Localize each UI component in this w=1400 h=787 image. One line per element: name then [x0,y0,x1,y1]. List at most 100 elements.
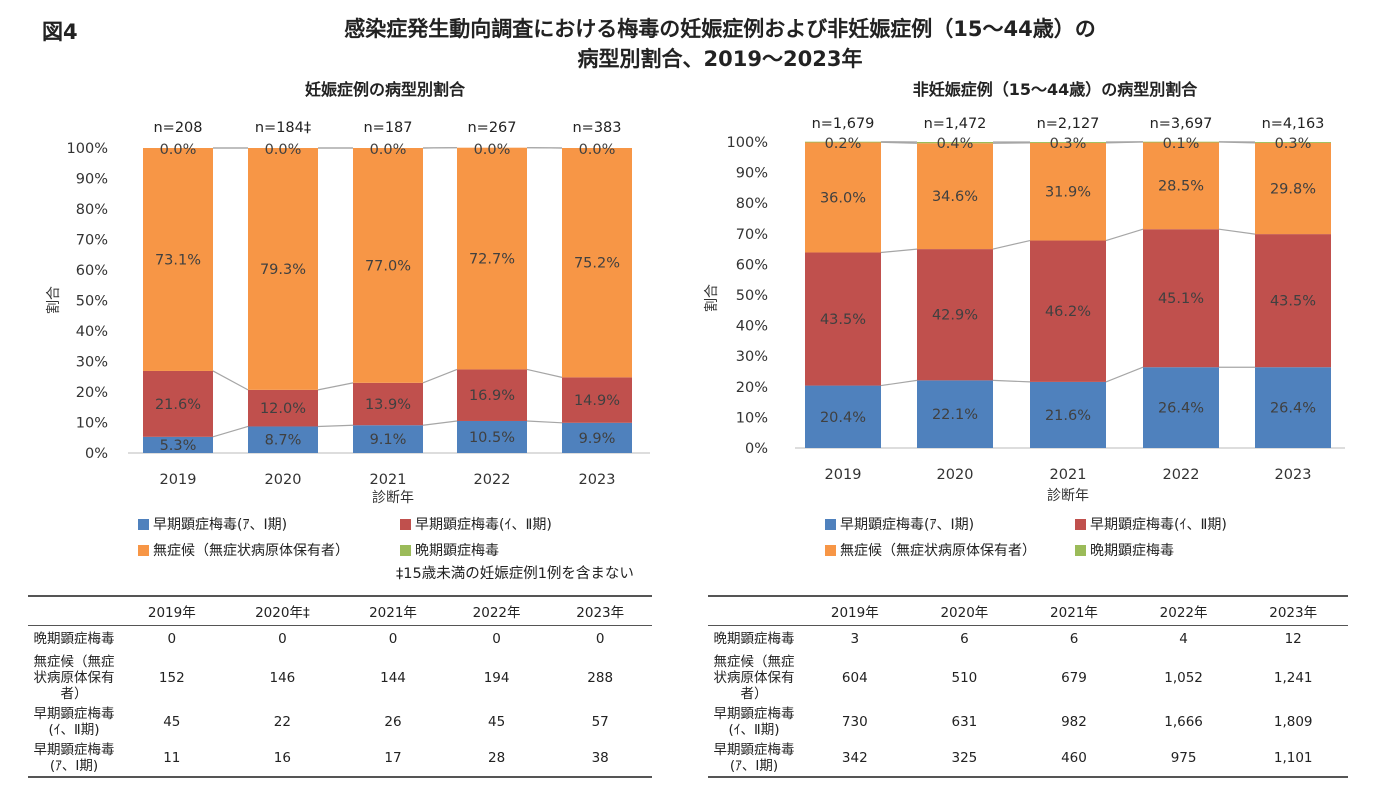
data-label: 73.1% [155,252,201,268]
table-row: 無症候（無症状病原体保有者） 152 146 144 194 288 [28,652,652,704]
data-label: 5.3% [160,438,197,454]
data-label: 42.9% [932,308,978,324]
table-cell: 28 [488,749,506,766]
column-header: 2023年 [1238,596,1348,626]
data-label: 13.9% [365,397,411,413]
table-cell: 152 [158,669,185,686]
x-tick-label: 2020 [937,467,974,483]
y-tick-label: 30% [76,355,108,371]
legend-item-asymptomatic: 無症候（無症状病原体保有者） [825,540,1036,560]
series-connector-line [212,425,249,438]
table-cell: 38 [591,749,609,766]
n-label: n=208 [153,120,202,136]
series-connector-line [526,368,563,378]
row-label: 早期顕症梅毒(ｲ、Ⅱ期) [713,705,795,738]
data-label: 9.1% [370,432,407,448]
legend-item-late: 晩期顕症梅毒 [1075,540,1174,560]
nonpregnant-count-table: 2019年 2020年 2021年 2022年 2023年 晩期顕症梅毒 3 6 6 4 12 無症候… [708,595,1348,778]
series-connector-line [422,420,458,426]
bar-segment-early_I [805,385,881,448]
bar-segment-early_II [353,382,423,426]
data-label: 29.8% [1270,182,1316,198]
n-label: n=187 [363,120,412,136]
y-tick-label: 70% [736,227,768,243]
legend-swatch [1075,518,1086,530]
table-cell: 510 [951,669,978,686]
y-axis-title: 割合 [703,284,720,312]
bar-segment-asymptomatic [1030,142,1106,241]
series-connector-line [992,239,1031,250]
table-cell: 45 [488,713,506,730]
bar-segment-early_II [1255,234,1331,368]
table-row: 早期顕症梅毒(ｱ、Ⅰ期) 342 325 460 975 1,101 [708,740,1348,777]
bar-segment-early_II [1030,240,1106,382]
x-tick-label: 2021 [370,472,407,488]
row-label: 無症候（無症状病原体保有者） [33,653,115,702]
row-label: 晩期顕症梅毒 [713,630,795,647]
bar-segment-asymptomatic [457,147,527,370]
title-line-2: 病型別割合、2019〜2023年 [577,47,863,71]
y-tick-label: 60% [76,263,108,279]
table-cell: 288 [587,669,614,686]
data-label: 21.6% [155,397,201,413]
table-cell: 1,101 [1273,749,1313,766]
legend-swatch [825,544,836,556]
table-row: 晩期顕症梅毒 0 0 0 0 0 [28,626,652,652]
legend-item-early_I: 早期顕症梅毒(ｱ、Ⅰ期) [138,514,287,534]
series-connector-line [526,420,563,424]
table-cell: 460 [1061,749,1087,766]
column-header [708,596,800,626]
bar-segment-asymptomatic [143,148,213,371]
table-cell: 17 [384,749,402,766]
row-label: 無症候（無症状病原体保有者） [713,653,795,702]
right-chart-title: 非妊娠症例（15〜44歳）の病型別割合 [912,80,1198,99]
column-header: 2023年 [548,596,652,626]
x-tick-label: 2021 [1050,467,1087,483]
bar-segment-early_I [1143,367,1219,448]
table-cell: 1,241 [1273,669,1313,686]
x-tick-label: 2023 [1275,467,1312,483]
bar-segment-early_II [562,377,632,423]
table-row: 早期顕症梅毒(ｲ、Ⅱ期) 730 631 982 1,666 1,809 [708,704,1348,740]
table-cell: 144 [380,669,406,686]
n-label: n=1,472 [924,116,987,132]
data-label: 75.2% [574,256,620,272]
column-header: 2021年 [1019,596,1129,626]
table-cell: 1,666 [1164,713,1203,730]
y-axis-title: 割合 [45,286,62,314]
y-tick-label: 90% [736,166,768,182]
table-row: 晩期顕症梅毒 3 6 6 4 12 [708,626,1348,652]
data-label: 31.9% [1045,185,1091,201]
table-cell: 0 [595,630,605,647]
bar-segment-late [1143,141,1219,143]
y-tick-label: 50% [76,294,108,310]
data-label: 0.4% [937,136,974,152]
y-tick-label: 10% [76,416,108,432]
data-label: 0.0% [579,142,616,158]
x-axis-title: 診断年 [372,490,414,506]
series-connector-line [1218,228,1256,235]
left-chart-title: 妊娠症例の病型別割合 [304,80,465,99]
y-tick-label: 10% [736,410,768,426]
series-connector-line [880,141,918,144]
bar-segment-early_II [1143,229,1219,368]
y-tick-label: 80% [736,196,768,212]
bar-segment-asymptomatic [562,148,632,378]
bar-segment-asymptomatic [248,148,318,390]
data-label: 20.4% [820,410,866,426]
legend-swatch [825,518,836,530]
x-tick-label: 2022 [1163,467,1200,483]
legend-label: 晩期顕症梅毒 [1090,543,1174,559]
legend-item-asymptomatic: 無症候（無症状病原体保有者） [138,540,349,560]
series-connector-line [880,379,918,387]
bar-segment-late [917,142,993,144]
y-tick-label: 20% [736,380,768,396]
y-tick-label: 30% [736,349,768,365]
data-label: 0.3% [1275,136,1312,152]
y-tick-label: 0% [85,446,108,462]
data-label: 26.4% [1158,401,1204,417]
data-label: 72.7% [469,252,515,268]
table-cell: 0 [388,630,398,647]
series-connector-line [317,424,354,428]
legend-label: 早期顕症梅毒(ｱ、Ⅰ期) [153,517,288,533]
